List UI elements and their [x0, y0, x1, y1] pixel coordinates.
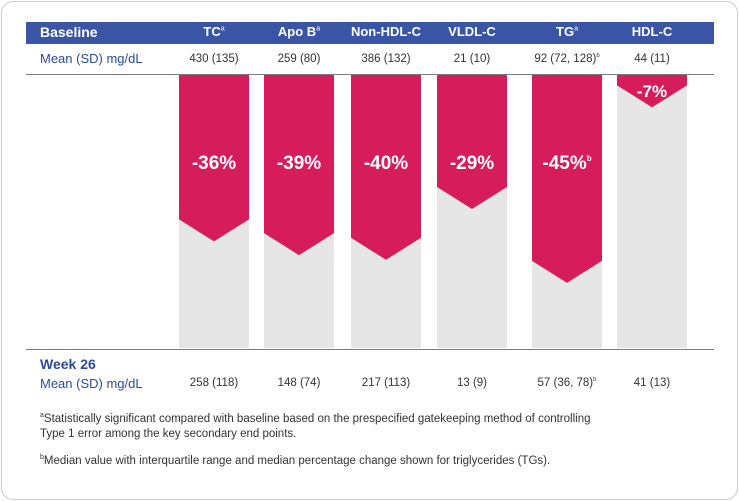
bar-label-marker: b [587, 154, 592, 163]
footnote-b-text: Median value with interquartile range an… [43, 454, 551, 467]
column-header-tg: TGa [556, 24, 578, 39]
week26-value-tc: 258 (118) [189, 377, 239, 389]
footnote-b: bMedian value with interquartile range a… [40, 450, 600, 469]
column-header-tc: TCa [203, 24, 225, 39]
week26-value-marker: b [593, 377, 597, 384]
bottom-divider [26, 349, 714, 350]
column-header-marker: a [316, 25, 321, 33]
bar-apo-b [264, 75, 334, 256]
baseline-value-tc: 430 (135) [189, 53, 239, 65]
baseline-value-hdl-c: 44 (11) [634, 53, 670, 65]
bar-vldl-c [437, 75, 507, 209]
baseline-value-marker: b [596, 53, 600, 60]
footnote-a-text: Statistically significant compared with … [40, 412, 591, 440]
top-divider [26, 74, 714, 75]
baseline-header-bar: Baseline [26, 22, 714, 44]
column-header-hdl-c: HDL-C [631, 24, 673, 39]
week26-label: Week 26 [40, 356, 96, 372]
bar-label-non-hdl-c: -40% [364, 153, 408, 174]
column-header-non-hdl-c: Non-HDL-C [350, 24, 422, 39]
bar-label-apo-b: -39% [277, 153, 321, 174]
footnote-b-marker: b [40, 454, 44, 461]
week26-value-vldl-c: 13 (9) [456, 377, 488, 389]
column-header-vldl-c: VLDL-C [448, 24, 496, 39]
baseline-value-tg: 92 (72, 128)b [534, 53, 600, 65]
week26-value-non-hdl-c: 217 (113) [361, 377, 411, 389]
footnote-a: aStatistically significant compared with… [40, 408, 600, 442]
column-header-marker: a [574, 25, 578, 33]
bar-hdl-c [617, 75, 687, 108]
baseline-value-apo-b: 259 (80) [277, 53, 321, 65]
week26-mean-label: Mean (SD) mg/dL [40, 376, 143, 391]
baseline-value-vldl-c: 21 (10) [453, 53, 491, 65]
week26-value-tg: 57 (36, 78)b [537, 377, 597, 389]
column-header-apo-b: Apo Ba [277, 24, 321, 39]
baseline-value-non-hdl-c: 386 (132) [361, 53, 411, 65]
baseline-mean-label: Mean (SD) mg/dL [40, 51, 143, 66]
bar-label-vldl-c: -29% [450, 153, 494, 174]
bar-label-tg: -45%b [542, 153, 591, 174]
bar-label-hdl-c: -7% [637, 82, 667, 101]
bar-tg [532, 75, 602, 283]
base-column-hdl-c [617, 75, 687, 348]
week26-value-apo-b: 148 (74) [277, 377, 321, 389]
bar-non-hdl-c [351, 75, 421, 260]
bar-tc [179, 75, 249, 242]
baseline-label: Baseline [40, 24, 98, 40]
bar-label-tc: -36% [192, 153, 236, 174]
column-header-marker: a [220, 25, 225, 33]
week26-value-hdl-c: 41 (13) [633, 377, 671, 389]
footnote-a-marker: a [40, 412, 44, 419]
